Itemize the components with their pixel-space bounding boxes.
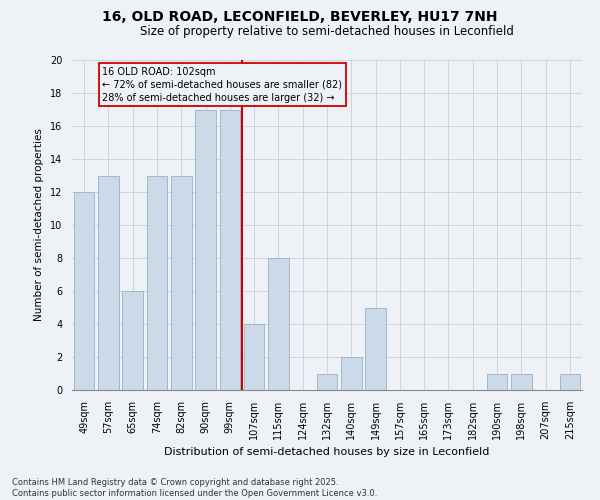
Bar [98,176,119,390]
Bar [195,110,216,390]
Bar [122,291,143,390]
Bar [365,308,386,390]
Bar [220,110,240,390]
Bar [74,192,94,390]
Bar [487,374,508,390]
Text: 16, OLD ROAD, LECONFIELD, BEVERLEY, HU17 7NH: 16, OLD ROAD, LECONFIELD, BEVERLEY, HU17… [102,10,498,24]
Y-axis label: Number of semi-detached properties: Number of semi-detached properties [34,128,44,322]
Bar [511,374,532,390]
Bar [171,176,191,390]
X-axis label: Distribution of semi-detached houses by size in Leconfield: Distribution of semi-detached houses by … [164,448,490,458]
Text: 16 OLD ROAD: 102sqm
← 72% of semi-detached houses are smaller (82)
28% of semi-d: 16 OLD ROAD: 102sqm ← 72% of semi-detach… [103,66,343,103]
Title: Size of property relative to semi-detached houses in Leconfield: Size of property relative to semi-detach… [140,25,514,38]
Text: Contains HM Land Registry data © Crown copyright and database right 2025.
Contai: Contains HM Land Registry data © Crown c… [12,478,377,498]
Bar [560,374,580,390]
Bar [146,176,167,390]
Bar [268,258,289,390]
Bar [341,357,362,390]
Bar [317,374,337,390]
Bar [244,324,265,390]
